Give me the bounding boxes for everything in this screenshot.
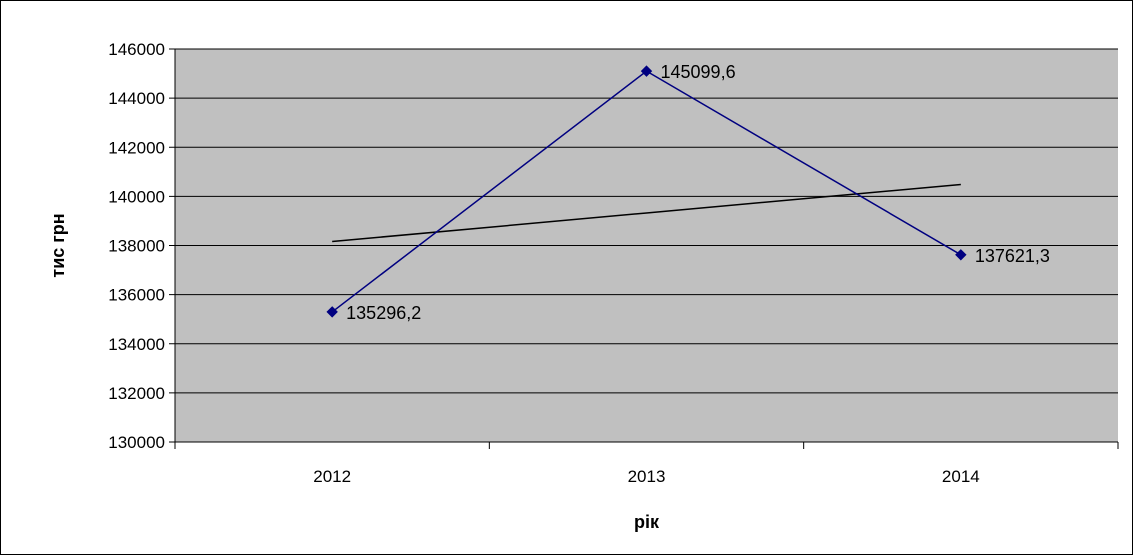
x-tick-labels: 2012 2013 2014: [313, 467, 979, 486]
axes: [169, 48, 1119, 449]
y-tick-label: 144000: [108, 89, 165, 108]
data-label: 145099,6: [661, 62, 736, 82]
y-tick-label: 146000: [108, 40, 165, 59]
series-layer: [326, 65, 967, 318]
data-point-marker: [326, 306, 338, 318]
x-tick-label: 2014: [942, 467, 980, 486]
y-tick-label: 136000: [108, 286, 165, 305]
data-label: 137621,3: [975, 246, 1050, 266]
y-tick-label: 142000: [108, 138, 165, 157]
x-tick-label: 2013: [628, 467, 666, 486]
x-tick-label: 2012: [313, 467, 351, 486]
data-point-marker: [955, 249, 967, 261]
y-tick-label: 130000: [108, 433, 165, 452]
y-tick-label: 134000: [108, 335, 165, 354]
y-axis-title: тис грн: [48, 213, 68, 277]
gridlines: [175, 48, 1118, 394]
data-point-marker: [640, 65, 653, 77]
y-tick-label: 140000: [108, 187, 165, 206]
data-label: 135296,2: [346, 303, 421, 323]
y-tick-labels: 130000 132000 134000 136000 138000 140000 1420…: [108, 40, 165, 452]
y-tick-label: 138000: [108, 237, 165, 256]
x-axis-title: рік: [634, 512, 660, 532]
data-labels: 135296,2 145099,6 137621,3: [346, 62, 1050, 323]
y-tick-label: 132000: [108, 384, 165, 403]
